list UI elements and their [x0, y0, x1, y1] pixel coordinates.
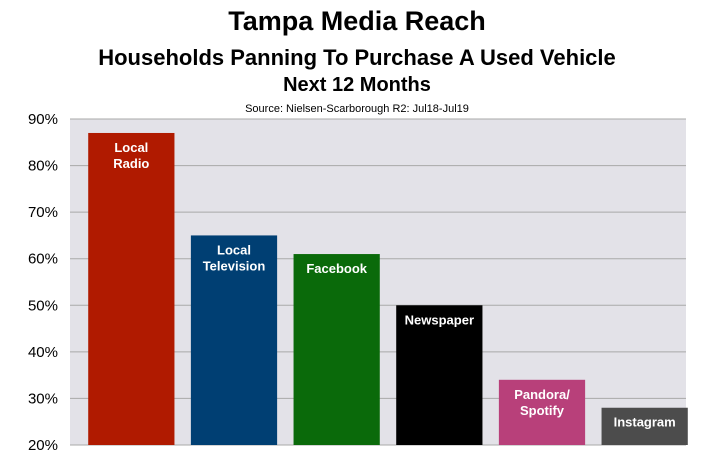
bar-label: Local Television: [203, 242, 266, 273]
y-tick-label: 60%: [28, 251, 58, 268]
bar: [601, 407, 688, 445]
y-tick-label: 80%: [28, 158, 58, 175]
bar-label: Pandora/Spotify: [514, 387, 570, 418]
bar-label: Facebook: [306, 261, 367, 276]
bar: [396, 305, 483, 445]
bar: [498, 379, 586, 445]
y-tick-label: 30%: [28, 390, 58, 407]
y-tick-label: 90%: [28, 111, 58, 128]
chart-period: Next 12 Months: [283, 74, 431, 96]
chart-source: Source: Nielsen-Scarborough R2: Jul18-Ju…: [245, 103, 469, 115]
bar-label: Instagram: [614, 415, 676, 430]
y-tick-label: 40%: [28, 344, 58, 361]
y-tick-label: 70%: [28, 204, 58, 221]
y-tick-label: 50%: [28, 297, 58, 314]
bar-label: Newspaper: [405, 312, 474, 327]
bar: [190, 235, 278, 445]
chart-title: Tampa Media Reach: [228, 6, 486, 36]
bar-label: Local Radio: [113, 140, 149, 171]
bar: [293, 254, 380, 445]
y-tick-label: 20%: [28, 437, 58, 454]
chart-subtitle: Households Panning To Purchase A Used Ve…: [98, 45, 616, 70]
bar: [88, 132, 175, 445]
